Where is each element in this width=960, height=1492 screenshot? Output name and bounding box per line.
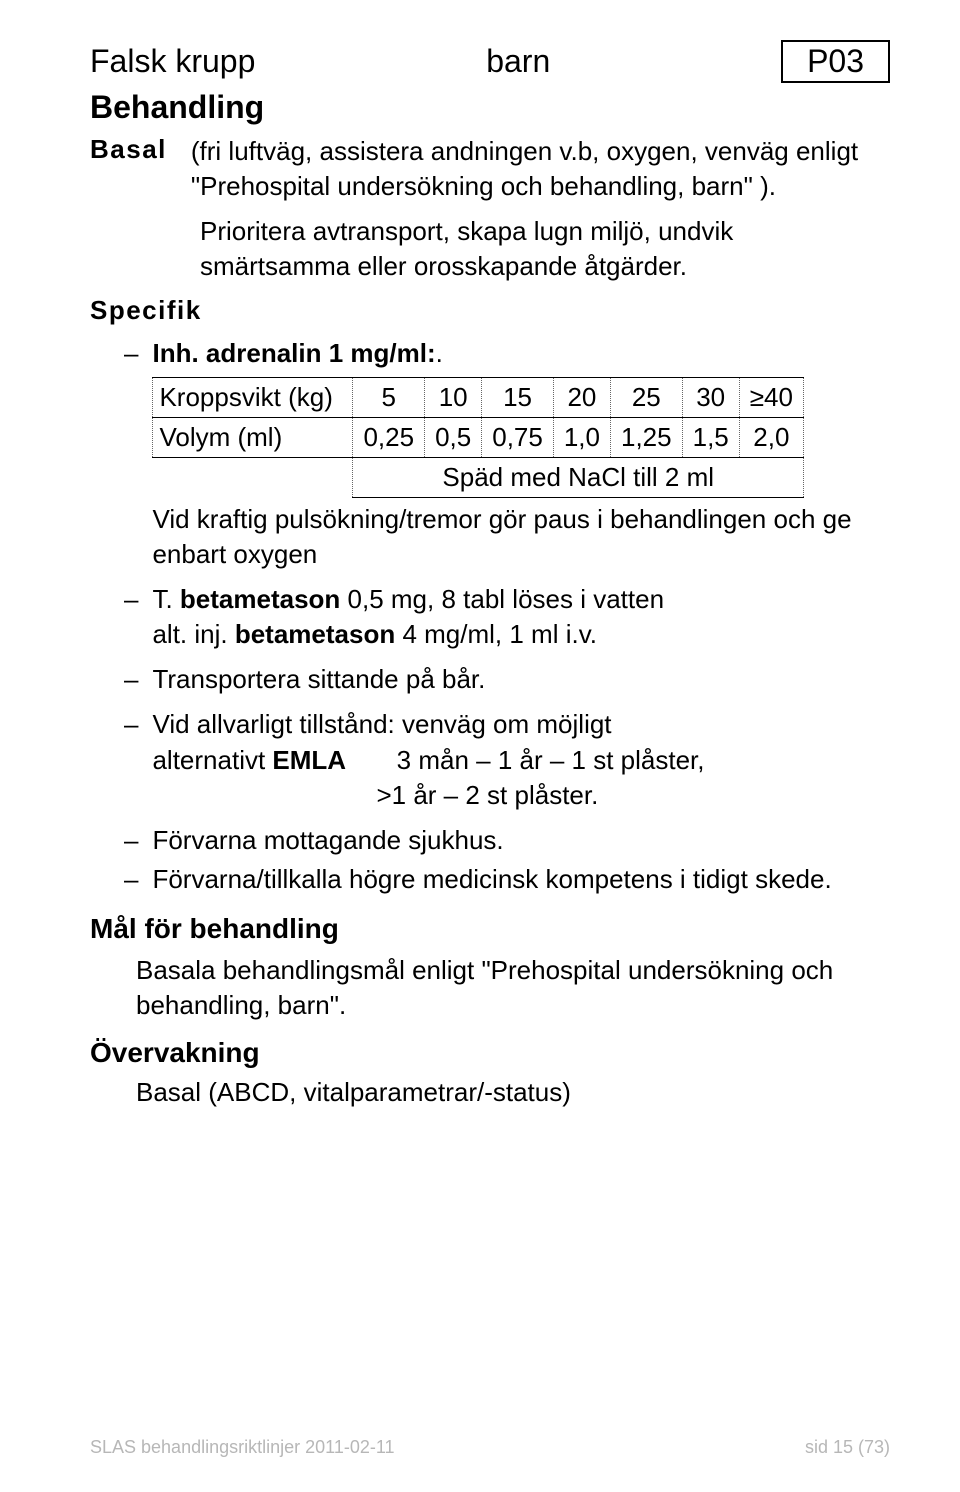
table-cell: 30: [682, 377, 739, 417]
bullet-dash: –: [124, 707, 138, 812]
basal-text-2: Prioritera avtransport, skapa lugn miljö…: [200, 214, 890, 284]
bullet-dash: –: [124, 862, 138, 897]
overvakning-text: Basal (ABCD, vitalparametrar/-status): [136, 1077, 890, 1108]
table-cell: 25: [611, 377, 683, 417]
beta-line2a: alt. inj.: [152, 619, 234, 649]
basal-row: Basal (fri luftväg, assistera andningen …: [90, 134, 890, 204]
footer-right: sid 15 (73): [805, 1437, 890, 1458]
table-cell: 1,25: [611, 417, 683, 457]
heading-behandling: Behandling: [90, 89, 890, 126]
basal-text-1: (fri luftväg, assistera andningen v.b, o…: [191, 134, 890, 204]
adrenalin-dot: .: [436, 338, 443, 368]
table-cell-label: Volym (ml): [153, 417, 353, 457]
bullet-dash: –: [124, 582, 138, 652]
table-cell: 1,5: [682, 417, 739, 457]
table-cell: 0,5: [425, 417, 482, 457]
bullet-betametason: – T. betametason 0,5 mg, 8 tabl löses i …: [124, 582, 890, 652]
table-cell-label: Kroppsvikt (kg): [153, 377, 353, 417]
bullet-forvarna-1: – Förvarna mottagande sjukhus.: [124, 823, 890, 858]
beta-bold-2: betametason: [235, 619, 395, 649]
bullet-emla: – Vid allvarligt tillstånd: venväg om mö…: [124, 707, 890, 812]
heading-mal: Mål för behandling: [90, 913, 890, 945]
adrenalin-bold: Inh. adrenalin 1 mg/ml:: [152, 338, 435, 368]
heading-overvakning: Övervakning: [90, 1037, 890, 1069]
header-title: Falsk krupp: [90, 43, 255, 80]
table-cell: 1,0: [553, 417, 610, 457]
table-row: Kroppsvikt (kg) 5 10 15 20 25 30 ≥40: [153, 377, 804, 417]
emla-line1: Vid allvarligt tillstånd: venväg om möjl…: [152, 709, 611, 739]
header-mid: barn: [255, 43, 781, 80]
emla-line3: >1 år – 2 st plåster.: [152, 778, 890, 813]
adrenalin-tail: Vid kraftig pulsökning/tremor gör paus i…: [152, 502, 890, 572]
bullet-content: Förvarna mottagande sjukhus.: [152, 823, 890, 858]
bullet-content: Förvarna/tillkalla högre medicinsk kompe…: [152, 862, 890, 897]
table-cell: 0,75: [482, 417, 554, 457]
bullet-dash: –: [124, 823, 138, 858]
mal-text: Basala behandlingsmål enligt "Prehospita…: [136, 953, 890, 1023]
beta-bold-1: betametason: [180, 584, 340, 614]
dose-table: Kroppsvikt (kg) 5 10 15 20 25 30 ≥40 Vol…: [152, 377, 804, 498]
page-footer: SLAS behandlingsriktlinjer 2011-02-11 si…: [90, 1437, 890, 1458]
table-cell: 0,25: [353, 417, 425, 457]
table-cell: 2,0: [739, 417, 803, 457]
table-cell: 20: [553, 377, 610, 417]
bullet-forvarna-2: – Förvarna/tillkalla högre medicinsk kom…: [124, 862, 890, 897]
bullet-content: T. betametason 0,5 mg, 8 tabl löses i va…: [152, 582, 890, 652]
emla-line2a: alternativt: [152, 745, 272, 775]
table-cell-span: Späd med NaCl till 2 ml: [353, 457, 804, 497]
beta-pre: T.: [152, 584, 179, 614]
table-cell: ≥40: [739, 377, 803, 417]
table-cell: 15: [482, 377, 554, 417]
header-code-box: P03: [781, 40, 890, 83]
table-row: Späd med NaCl till 2 ml: [153, 457, 804, 497]
page-header: Falsk krupp barn P03: [90, 40, 890, 83]
emla-line2b: 3 mån – 1 år – 1 st plåster,: [346, 745, 704, 775]
bullet-content: Inh. adrenalin 1 mg/ml:. Kroppsvikt (kg)…: [152, 336, 890, 573]
basal-label: Basal: [90, 134, 167, 204]
bullet-content: Transportera sittande på bår.: [152, 662, 890, 697]
table-row: Volym (ml) 0,25 0,5 0,75 1,0 1,25 1,5 2,…: [153, 417, 804, 457]
bullet-dash: –: [124, 336, 138, 573]
table-cell-empty: [153, 457, 353, 497]
beta-line2b: 4 mg/ml, 1 ml i.v.: [395, 619, 597, 649]
bullet-content: Vid allvarligt tillstånd: venväg om möjl…: [152, 707, 890, 812]
table-cell: 10: [425, 377, 482, 417]
header-code: P03: [781, 40, 890, 83]
table-cell: 5: [353, 377, 425, 417]
footer-left: SLAS behandlingsriktlinjer 2011-02-11: [90, 1437, 395, 1458]
emla-bold: EMLA: [272, 745, 346, 775]
bullet-adrenalin: – Inh. adrenalin 1 mg/ml:. Kroppsvikt (k…: [124, 336, 890, 573]
bullet-transport: – Transportera sittande på bår.: [124, 662, 890, 697]
beta-mid-1: 0,5 mg, 8 tabl löses i vatten: [340, 584, 664, 614]
specifik-label: Specifik: [90, 295, 890, 326]
bullet-dash: –: [124, 662, 138, 697]
